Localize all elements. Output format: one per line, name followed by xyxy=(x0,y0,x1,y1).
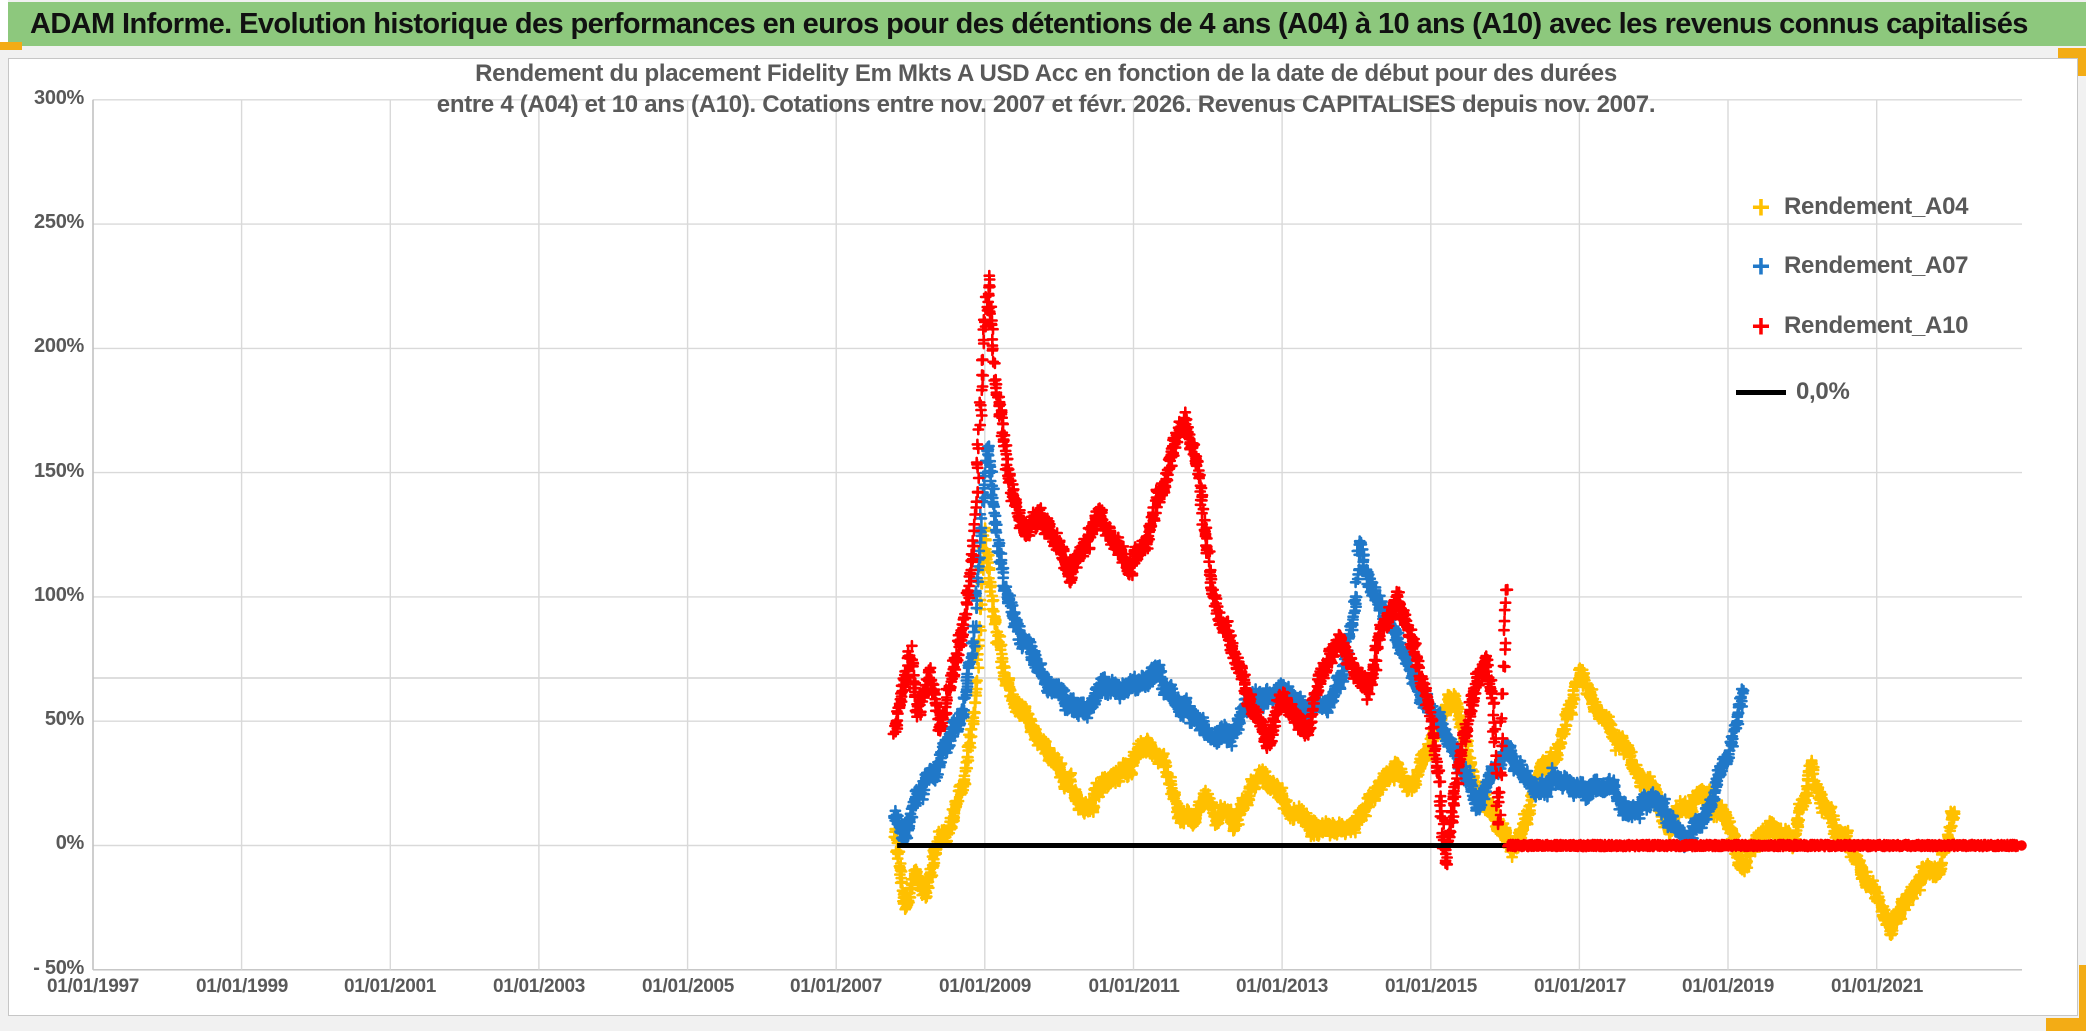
gold-accent-left xyxy=(0,42,22,50)
series-Rendement_A10 xyxy=(887,269,1514,871)
series-Rendement_A04 xyxy=(888,522,1961,941)
gold-accent-top-right-h xyxy=(2058,48,2086,58)
legend-item-a07[interactable]: + Rendement_A07 xyxy=(1748,248,1969,284)
y-tick-250: 250% xyxy=(34,211,84,233)
x-tick-2001: 01/01/2001 xyxy=(343,976,437,997)
y-tick-300: 300% xyxy=(34,87,84,109)
legend-marker-a10-icon: + xyxy=(1751,308,1771,344)
banner: ADAM Informe. Evolution historique des p… xyxy=(8,2,2086,46)
zero-line-red-end-marker xyxy=(2016,840,2027,851)
legend-item-a04[interactable]: + Rendement_A04 xyxy=(1748,189,1969,225)
chart-title-line2: entre 4 (A04) et 10 ans (A10). Cotations… xyxy=(436,91,1656,118)
zero-line-red-flat xyxy=(1502,838,2024,853)
legend-label-a07: Rendement_A07 xyxy=(1784,252,1969,279)
legend-item-a10[interactable]: + Rendement_A10 xyxy=(1748,308,1969,344)
x-tick-2015: 01/01/2015 xyxy=(1384,976,1478,997)
series-Rendement_A07 xyxy=(888,440,1750,854)
x-tick-2021: 01/01/2021 xyxy=(1830,976,1924,997)
legend-label-a10: Rendement_A10 xyxy=(1784,312,1969,339)
y-tick-0: 0% xyxy=(55,832,85,854)
x-tick-2005: 01/01/2005 xyxy=(641,976,735,997)
x-tick-2013: 01/01/2013 xyxy=(1235,976,1329,997)
legend-marker-a07-icon: + xyxy=(1751,248,1771,284)
y-tick-neg50: - 50% xyxy=(33,957,84,979)
legend-item-zero-line[interactable]: 0,0% xyxy=(1736,378,1850,406)
legend-marker-a04-icon: + xyxy=(1751,189,1771,225)
sheet-left-margin xyxy=(0,0,8,46)
gold-accent-bottom-right-h xyxy=(2046,1018,2086,1031)
x-tick-2009: 01/01/2009 xyxy=(938,976,1032,997)
y-tick-100: 100% xyxy=(34,584,84,606)
gold-accent-bottom-right-v xyxy=(2079,965,2086,1025)
x-tick-2011: 01/01/2011 xyxy=(1088,976,1180,997)
x-tick-2003: 01/01/2003 xyxy=(492,976,586,997)
legend-marker-zero-line-icon xyxy=(1736,389,1786,395)
y-tick-150: 150% xyxy=(34,460,84,482)
legend-label-zero-line: 0,0% xyxy=(1796,378,1850,405)
y-tick-200: 200% xyxy=(34,335,84,357)
x-tick-2007: 01/01/2007 xyxy=(789,976,883,997)
x-tick-2019: 01/01/2019 xyxy=(1681,976,1775,997)
banner-title: ADAM Informe. Evolution historique des p… xyxy=(30,7,2028,40)
x-tick-1999: 01/01/1999 xyxy=(195,976,289,997)
x-tick-2017: 01/01/2017 xyxy=(1533,976,1627,997)
legend-label-a04: Rendement_A04 xyxy=(1784,193,1969,220)
y-tick-50: 50% xyxy=(44,708,84,730)
gold-accent-top-right-v xyxy=(2078,48,2086,76)
x-tick-1997: 01/01/1997 xyxy=(46,976,140,997)
chart-title-line1: Rendement du placement Fidelity Em Mkts … xyxy=(475,60,1617,87)
